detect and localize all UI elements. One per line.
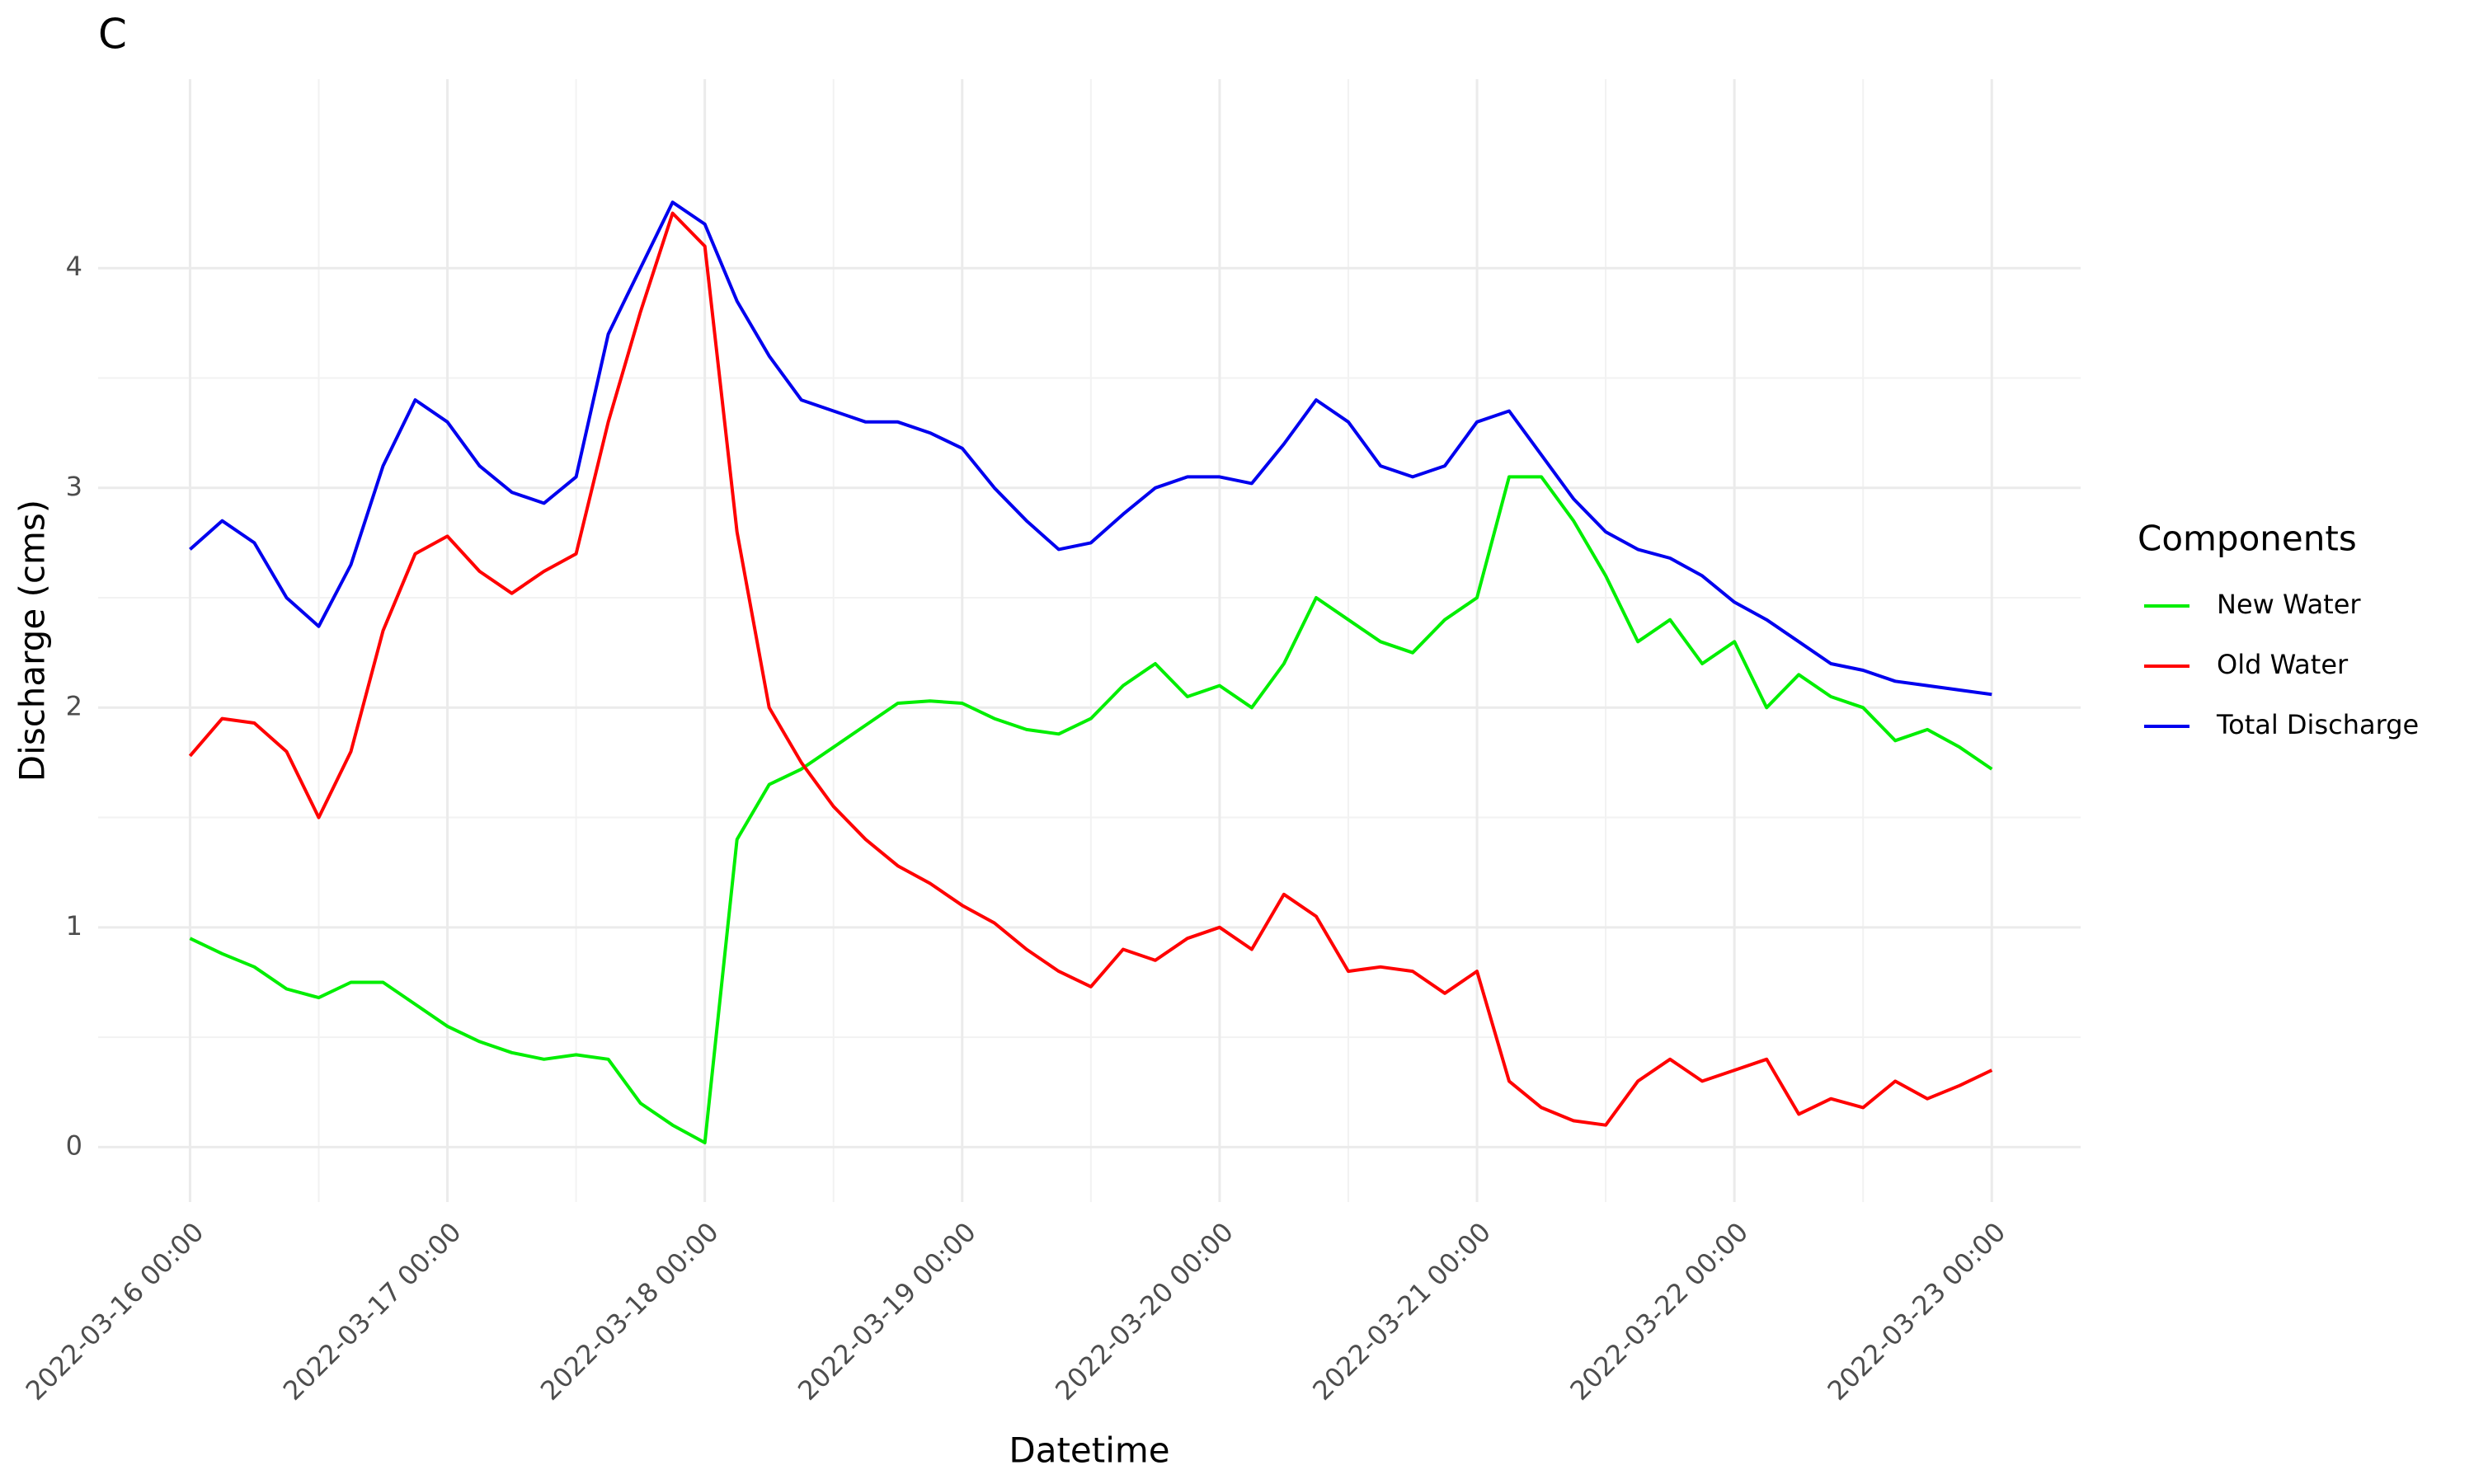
x-tick-label: 2022-03-17 00:00 [277,1216,468,1407]
legend-label: New Water [2217,589,2361,620]
y-tick-label: 1 [66,910,82,942]
grid-layer [98,79,2081,1202]
y-tick-label: 2 [66,690,82,721]
series-line [188,211,1993,1127]
y-axis-title: Discharge (cms) [12,500,53,782]
x-tick-label: 2022-03-16 00:00 [20,1216,210,1407]
series-line [189,475,1993,1144]
x-tick-label: 2022-03-23 00:00 [1822,1216,2012,1407]
y-tick-label: 3 [66,471,82,502]
y-tick-label: 4 [66,251,82,282]
chart-title: C [98,11,127,59]
legend-label: Total Discharge [2216,709,2419,740]
x-tick-label: 2022-03-18 00:00 [534,1216,725,1407]
x-axis-title: Datetime [1009,1430,1169,1471]
x-tick-label: 2022-03-21 00:00 [1306,1216,1497,1407]
x-tick-label: 2022-03-20 00:00 [1049,1216,1239,1407]
y-tick-label: 0 [66,1129,82,1161]
x-tick-label: 2022-03-19 00:00 [792,1216,982,1407]
legend-title: Components [2138,519,2357,559]
legend-label: Old Water [2217,649,2349,680]
x-tick-label: 2022-03-22 00:00 [1564,1216,1754,1407]
series-line [189,200,1992,697]
